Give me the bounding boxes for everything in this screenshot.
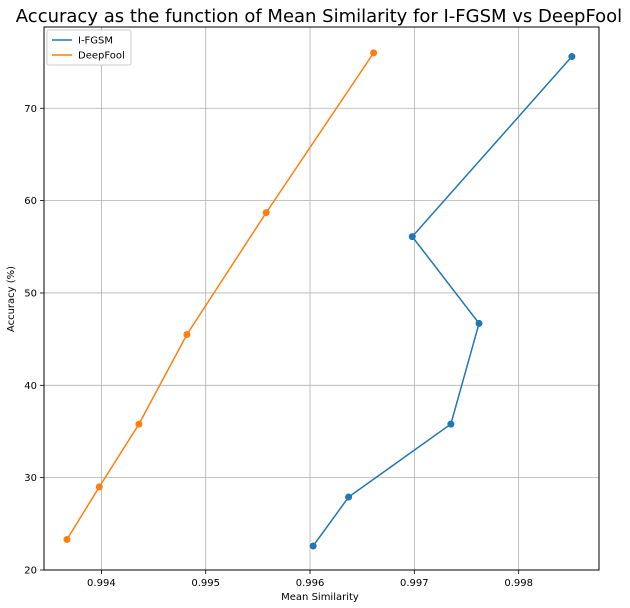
x-tick-label: 0.994: [87, 578, 116, 589]
data-point-deepfool: [370, 49, 378, 57]
y-tick-label: 30: [24, 473, 37, 484]
data-point-i-fgsm: [345, 493, 353, 501]
data-point-i-fgsm: [568, 53, 576, 61]
series-line-deepfool: [66, 52, 375, 540]
x-tick-label: 0.996: [296, 578, 325, 589]
y-tick-label: 70: [24, 104, 37, 115]
x-tick-label: 0.998: [504, 578, 533, 589]
data-point-i-fgsm: [447, 420, 455, 428]
y-axis-label: Accuracy (%): [6, 266, 17, 332]
data-point-i-fgsm: [475, 319, 483, 327]
x-axis: 0.994 0.995 0.996 0.997 0.998: [87, 570, 533, 589]
y-tick-label: 50: [24, 288, 37, 299]
x-axis-label: Mean Similarity: [281, 592, 359, 603]
y-tick-label: 20: [24, 566, 37, 577]
x-tick-label: 0.997: [400, 578, 429, 589]
data-point-deepfool: [262, 209, 270, 217]
data-point-deepfool: [135, 420, 143, 428]
grid: [44, 27, 599, 571]
legend-label-deepfool: DeepFool: [78, 51, 125, 62]
plot-frame: [43, 26, 600, 571]
chart-title: Accuracy as the function of Mean Similar…: [16, 6, 622, 27]
y-tick-label: 40: [24, 381, 37, 392]
data-point-i-fgsm: [309, 542, 317, 550]
y-tick-label: 60: [24, 196, 37, 207]
data-point-deepfool: [63, 536, 71, 544]
series-line-i-fgsm: [312, 56, 573, 547]
data-point-deepfool: [95, 483, 103, 491]
x-tick-label: 0.995: [191, 578, 220, 589]
data-point-deepfool: [183, 331, 191, 339]
legend-label-i-fgsm: I-FGSM: [78, 36, 113, 47]
data-point-i-fgsm: [408, 233, 416, 241]
y-axis: 20 30 40 50 60 70: [24, 104, 44, 577]
legend: I-FGSM DeepFool: [46, 29, 132, 66]
series-layer: [63, 49, 576, 550]
legend-box: [46, 29, 132, 66]
